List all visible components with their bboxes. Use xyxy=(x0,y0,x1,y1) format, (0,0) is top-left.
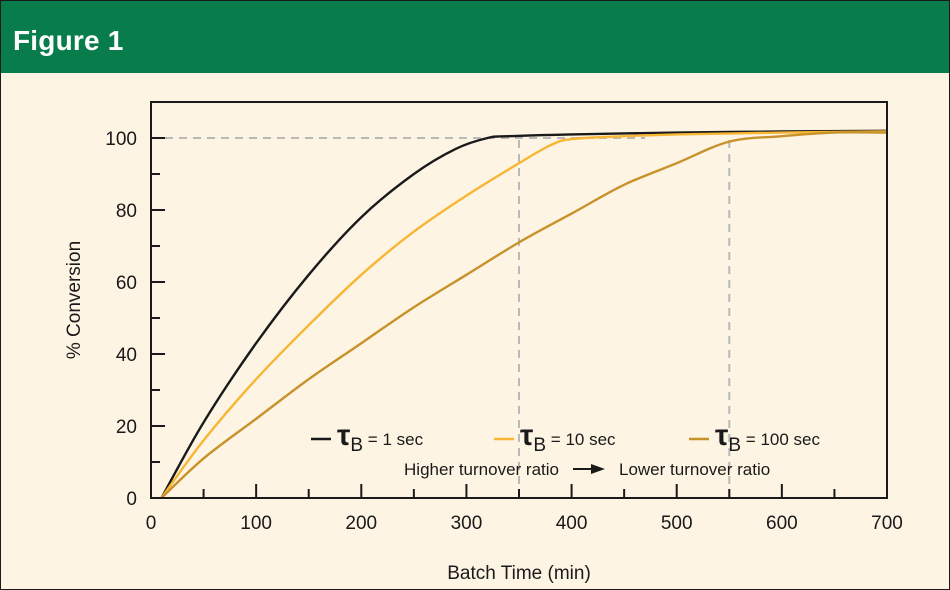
series-line-0 xyxy=(160,129,888,499)
x-tick-label: 200 xyxy=(345,513,377,534)
series-line-2 xyxy=(160,131,888,499)
y-tick-label: 20 xyxy=(116,417,137,438)
legend-label-2: τB = 100 sec xyxy=(715,419,820,456)
legend-label-1: τB = 10 sec xyxy=(520,419,616,456)
y-tick-label: 60 xyxy=(116,273,137,294)
y-tick-label: 40 xyxy=(116,345,137,366)
x-tick-label: 500 xyxy=(661,513,693,534)
x-tick-label: 0 xyxy=(146,513,157,534)
x-tick-label: 300 xyxy=(451,513,483,534)
y-tick-labels: 0 20 40 60 80 100 xyxy=(105,129,137,510)
x-tick-label: 700 xyxy=(871,513,903,534)
figure-header: Figure 1 xyxy=(1,1,949,73)
axis-ticks xyxy=(150,137,888,499)
x-tick-label: 100 xyxy=(240,513,272,534)
x-tick-label: 400 xyxy=(556,513,588,534)
legend-label-0: τB = 1 sec xyxy=(337,419,424,456)
legend: τB = 1 sec τB = 10 sec τB = 100 sec xyxy=(311,419,820,456)
turnover-annotation: Higher turnover ratio Lower turnover rat… xyxy=(404,460,770,479)
y-axis-label: % Conversion xyxy=(64,241,85,359)
y-tick-label: 0 xyxy=(126,489,137,510)
x-axis-label: Batch Time (min) xyxy=(447,563,591,584)
figure-title: Figure 1 xyxy=(13,25,124,56)
series-line-1 xyxy=(160,130,888,499)
annotation-left-text: Higher turnover ratio xyxy=(404,460,559,479)
y-tick-label: 80 xyxy=(116,201,137,222)
x-tick-label: 600 xyxy=(766,513,798,534)
annotation-arrow-head xyxy=(591,464,605,474)
y-tick-label: 100 xyxy=(105,129,137,150)
series-lines xyxy=(160,129,888,499)
x-tick-labels: 0 100 200 300 400 500 600 700 xyxy=(146,513,903,534)
reference-lines xyxy=(151,137,731,498)
annotation-right-text: Lower turnover ratio xyxy=(619,460,770,479)
